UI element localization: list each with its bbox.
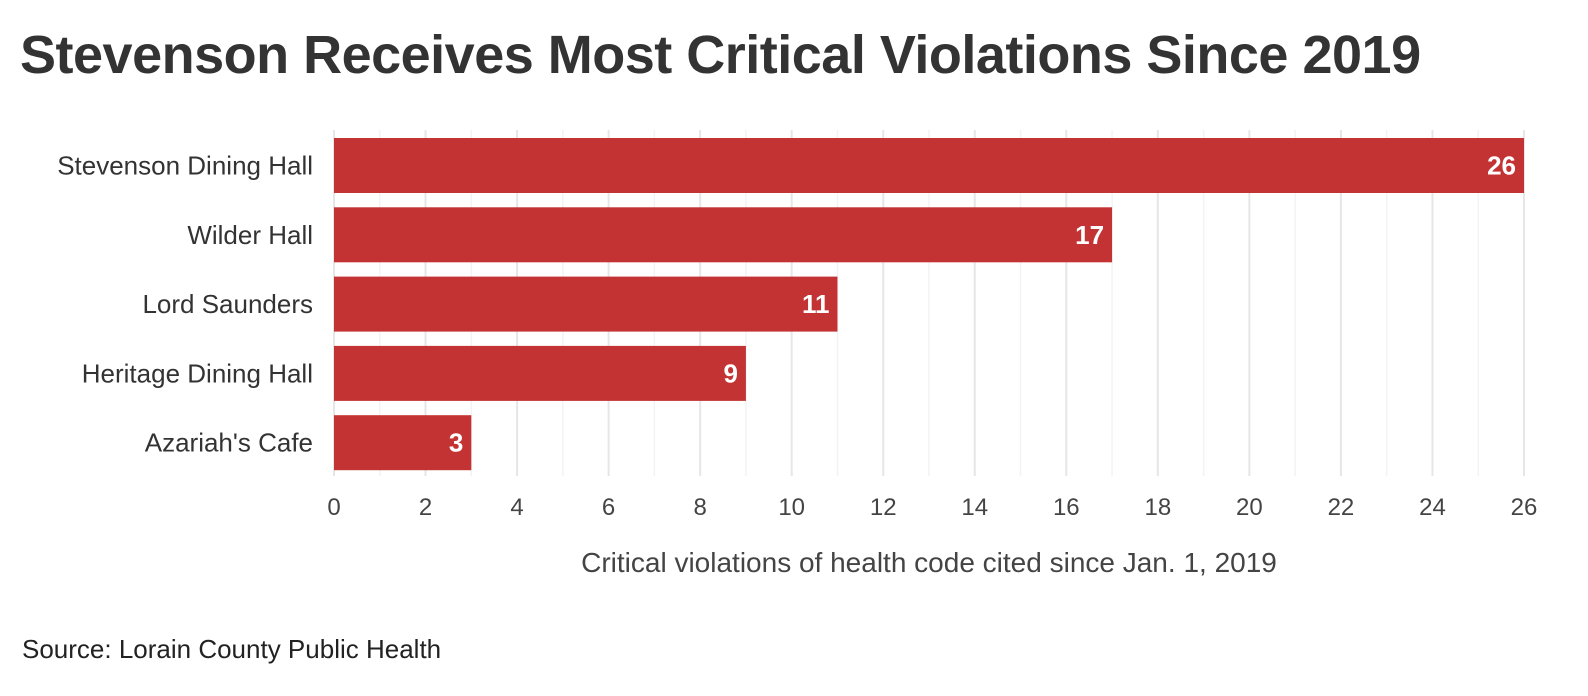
x-tick-label: 24	[1419, 494, 1446, 521]
x-tick-label: 14	[961, 494, 988, 521]
x-tick-label: 20	[1236, 494, 1263, 521]
bar-value-label: 17	[1075, 220, 1104, 250]
x-tick-label: 4	[510, 494, 523, 521]
x-tick-label: 8	[693, 494, 706, 521]
bar	[334, 138, 1524, 193]
bar-value-label: 9	[723, 358, 737, 388]
bar-value-label: 11	[802, 289, 830, 319]
x-tick-label: 26	[1511, 494, 1538, 521]
bar	[334, 207, 1113, 263]
x-tick-label: 22	[1328, 494, 1355, 521]
category-label: Lord Saunders	[142, 289, 313, 319]
bar	[334, 415, 472, 471]
category-labels: Stevenson Dining Hall Wilder Hall Lord Sau…	[57, 151, 313, 458]
bar	[334, 345, 746, 401]
bar-value-label: 3	[449, 428, 463, 458]
category-label: Heritage Dining Hall	[82, 358, 313, 388]
x-tick-label: 2	[419, 494, 432, 521]
x-tick-label: 6	[602, 494, 615, 521]
x-tick-label: 18	[1144, 494, 1171, 521]
source-note: Source: Lorain County Public Health	[22, 634, 442, 664]
x-axis-ticks: 0 2 4 6 8 10 12 14 16 18 20 22 24 26	[327, 494, 1537, 521]
bar-value-label: 26	[1487, 151, 1516, 181]
category-label: Azariah's Cafe	[145, 428, 313, 458]
bar	[334, 276, 838, 332]
category-label: Stevenson Dining Hall	[57, 151, 313, 181]
bars: 26 17 11 9 3	[334, 138, 1524, 471]
category-label: Wilder Hall	[187, 220, 313, 250]
x-tick-label: 12	[870, 494, 897, 521]
x-tick-label: 10	[778, 494, 805, 521]
x-axis-label: Critical violations of health code cited…	[581, 547, 1277, 578]
x-tick-label: 0	[327, 494, 340, 521]
x-tick-label: 16	[1053, 494, 1080, 521]
chart-title: Stevenson Receives Most Critical Violati…	[20, 25, 1421, 85]
